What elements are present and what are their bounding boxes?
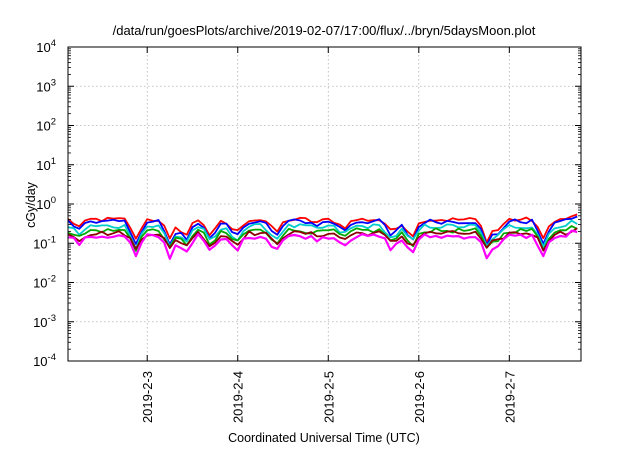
y-tick-label: 103: [36, 77, 56, 94]
y-tick-label: 10-1: [33, 234, 56, 251]
series-line-3: [67, 219, 578, 250]
y-tick-label: 102: [36, 117, 56, 134]
x-tick-label: 2019-2-5: [321, 371, 336, 423]
x-tick-label: 2019-2-4: [231, 371, 246, 423]
x-tick-label: 2019-2-6: [412, 371, 427, 423]
y-tick-label: 10-2: [33, 274, 56, 291]
y-tick-label: 10-4: [33, 352, 56, 369]
x-axis-label: Coordinated Universal Time (UTC): [228, 431, 420, 445]
x-tick-label: 2019-2-7: [502, 371, 517, 423]
chart-title: /data/run/goesPlots/archive/2019-02-07/1…: [113, 23, 536, 38]
series-lines: [67, 213, 578, 260]
x-tick-label: 2019-2-3: [140, 371, 155, 423]
y-tick-label: 101: [36, 156, 56, 173]
series-line-6: [67, 229, 578, 260]
y-tick-label: 100: [36, 195, 56, 212]
y-axis-label: cGy/day: [24, 181, 38, 228]
axis-ticks: 10-4 10-3 10-2 10-1 100 101 102 103 104 2019-2-3 2…: [33, 38, 581, 423]
grid-lines: [68, 47, 581, 361]
y-tick-label: 104: [36, 38, 56, 55]
y-tick-label: 10-3: [33, 313, 56, 330]
series-line-2: [67, 215, 578, 246]
